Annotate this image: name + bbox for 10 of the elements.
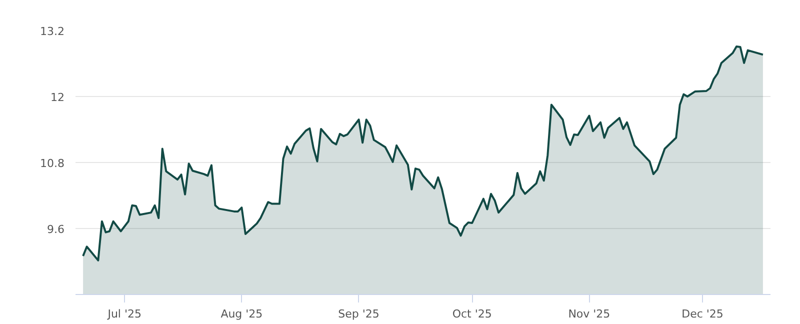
x-tick-label: Jul '25 xyxy=(106,308,142,320)
x-tick-label: Sep '25 xyxy=(338,308,380,320)
x-tick-label: Nov '25 xyxy=(568,308,610,320)
x-tick-label: Dec '25 xyxy=(682,308,724,320)
y-tick-label: 12 xyxy=(50,91,65,104)
y-tick-label: 10.8 xyxy=(40,157,65,170)
y-tick-label: 13.2 xyxy=(40,25,65,38)
y-tick-label: 9.6 xyxy=(47,223,65,236)
x-tick-label: Oct '25 xyxy=(452,308,492,320)
x-tick-label: Aug '25 xyxy=(220,308,263,320)
